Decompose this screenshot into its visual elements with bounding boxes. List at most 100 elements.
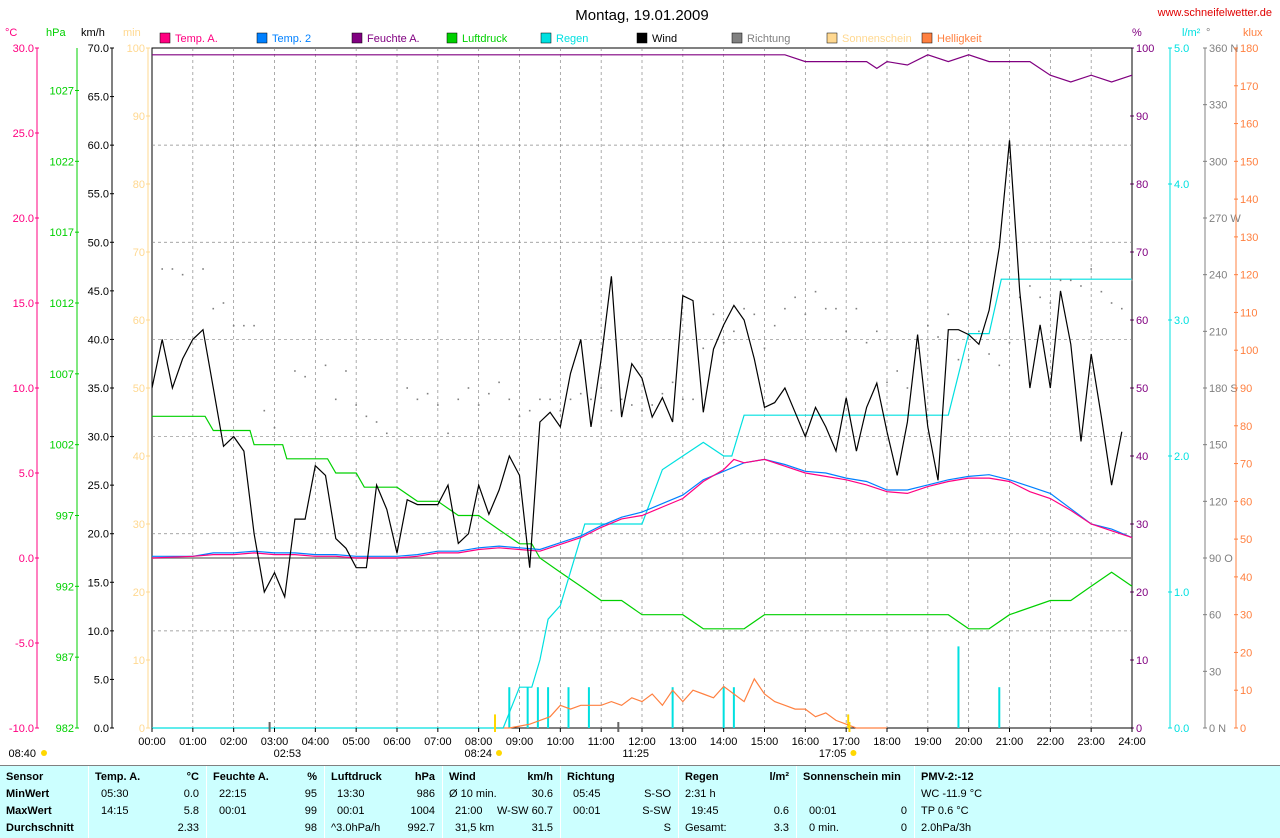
pressure-tick-label: 997	[56, 511, 74, 523]
press-max-time: 00:01	[337, 805, 365, 817]
richtung-point	[1080, 285, 1082, 287]
x-tick-label: 04:00	[302, 736, 330, 748]
richtung-point	[498, 381, 500, 384]
hum-max-val: 99	[304, 805, 317, 817]
brightness-tick-label: 0	[1240, 723, 1246, 735]
moon1-label: 02:53	[274, 748, 302, 760]
wind-tick-label: 30.0	[88, 432, 109, 444]
hdr-sensor: Sensor	[6, 771, 44, 783]
richtung-point	[294, 370, 296, 372]
sun-tick-label: 20	[133, 587, 145, 599]
richtung-point	[722, 341, 725, 344]
press-min-time: 13:30	[337, 788, 365, 800]
richtung-point	[1018, 296, 1021, 299]
stats-sensor-col: Sensor MinWert MaxWert Durchschnitt	[0, 766, 88, 838]
richtung-point	[978, 330, 980, 333]
sunset_label-label: 17:05	[819, 748, 847, 760]
humidity-tick-label: 20	[1136, 587, 1148, 599]
brightness-tick-label: 110	[1240, 307, 1258, 319]
luftdruck-line	[152, 415, 1133, 630]
sun-tick-label: 90	[133, 111, 145, 123]
feuchte-a-line	[152, 54, 1133, 83]
direction-tick-label: 210	[1209, 326, 1227, 338]
wind-tick-label: 15.0	[88, 577, 109, 589]
humidity-tick-label: 90	[1136, 111, 1148, 123]
richtung-point	[784, 307, 786, 310]
hdr-hum-unit: %	[307, 771, 317, 783]
wind-unit-label: km/h	[81, 27, 105, 39]
richtung-point	[518, 415, 521, 418]
legend-swatch-7	[826, 32, 838, 44]
temp-2-line	[152, 458, 1133, 557]
richtung-point	[763, 347, 766, 350]
row-label-avg: Durchschnitt	[6, 822, 74, 834]
richtung-point	[600, 387, 602, 389]
dir-min-val: S-SO	[644, 788, 671, 800]
hdr-rain: Regen	[685, 771, 719, 783]
richtung-point	[855, 307, 858, 310]
rain-tick-label: 0.0	[1174, 723, 1189, 735]
temp-tick-label: 5.0	[19, 468, 34, 480]
hdr-wind: Wind	[449, 771, 476, 783]
wind-tick-label: 40.0	[88, 334, 109, 346]
sun-max-val: 0	[900, 805, 907, 817]
richtung-point	[447, 432, 449, 435]
richtung-point	[1059, 279, 1062, 282]
pressure-tick-label: 1007	[50, 369, 74, 381]
stats-press-col: Luftdruck hPa 13:30 986 00:01 1004 ^3.0hPa/…	[324, 766, 443, 838]
richtung-point	[467, 387, 470, 389]
row-label-min: MinWert	[6, 788, 50, 800]
legend-label-0: Temp. A.	[175, 33, 218, 45]
richtung-point	[1069, 279, 1072, 282]
richtung-point	[1049, 302, 1052, 304]
richtung-point	[488, 392, 490, 395]
richtung-point	[1120, 307, 1123, 310]
rain-tick-label: 4.0	[1174, 179, 1189, 191]
wind-min-val: 30.6	[531, 788, 553, 800]
hdr-wind-unit: km/h	[527, 771, 553, 783]
dir-max-time: 00:01	[573, 805, 601, 817]
richtung-point	[345, 370, 347, 372]
direction-tick-label: 90 O	[1209, 553, 1233, 565]
pressure-tick-label: 992	[56, 581, 74, 593]
richtung-point	[620, 398, 623, 401]
humidity-tick-label: 80	[1136, 179, 1148, 191]
direction-tick-label: 360 N	[1209, 43, 1238, 55]
richtung-point	[528, 409, 531, 412]
wind-avg-val: 31.5	[531, 822, 553, 834]
pressure-tick-label: 1017	[50, 227, 74, 239]
sun-tick-label: 0	[139, 723, 145, 735]
stats-wind-col: Wind km/h Ø 10 min. 30.6 21:00 W-SW 60.7 31…	[442, 766, 561, 838]
richtung-point	[590, 398, 592, 401]
pressure-tick-label: 1022	[50, 156, 74, 168]
weather-chart: Montag, 19.01.2009 www.schneifelwetter.d…	[5, 7, 1272, 760]
richtung-point	[661, 392, 664, 395]
richtung-point	[743, 307, 745, 310]
richtung-point	[579, 392, 582, 395]
wind-tick-label: 10.0	[88, 626, 109, 638]
temp-max-time: 14:15	[101, 805, 129, 817]
chart-title: Montag, 19.01.2009	[575, 7, 708, 24]
hdr-temp: Temp. A.	[95, 771, 141, 783]
x-tick-label: 09:00	[506, 736, 534, 748]
temp-a-line	[151, 458, 1133, 559]
x-tick-label: 15:00	[751, 736, 779, 748]
sun-tick-label: 100	[127, 43, 145, 55]
wind-avg-time: 31,5 km	[455, 822, 495, 834]
rain-max-time: 19:45	[691, 805, 719, 817]
richtung-point	[651, 404, 654, 406]
stats-rain-col: Regen l/m² 2:31 h 19:45 0.6 Gesamt: 3.3	[678, 766, 797, 838]
stats-hum-col: Feuchte A.% 22:15 95 00:01 99 98	[206, 766, 325, 838]
richtung-point	[875, 330, 878, 333]
press-max-val: 1004	[410, 805, 435, 817]
humidity-tick-label: 0	[1136, 723, 1142, 735]
richtung-point	[212, 307, 215, 310]
hdr-temp-unit: °C	[186, 771, 199, 783]
press-min-val: 986	[416, 788, 435, 800]
richtung-point	[906, 387, 909, 389]
humidity-tick-label: 10	[1136, 655, 1148, 667]
temp-tick-label: -10.0	[9, 723, 34, 735]
richtung-point	[753, 313, 756, 316]
sun-max-time: 00:01	[809, 805, 837, 817]
humidity-tick-label: 30	[1136, 519, 1148, 531]
